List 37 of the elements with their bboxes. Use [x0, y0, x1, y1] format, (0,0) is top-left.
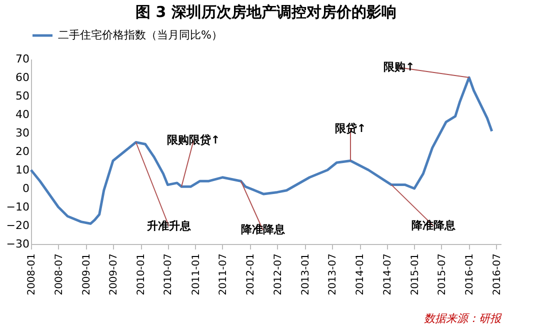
y-tick-label: −30: [6, 238, 30, 250]
y-tick-label: 60: [16, 71, 30, 84]
y-tick-label: 30: [16, 126, 30, 140]
x-tick-label: 2011-07: [218, 254, 229, 296]
x-tick-label: 2011-01: [190, 254, 202, 296]
y-tick-label: 50: [16, 90, 30, 102]
chart-title: 图 3 深圳历次房地产调控对房价的影响: [136, 3, 396, 21]
y-tick-label: 10: [16, 164, 30, 176]
y-tick-label: 0: [22, 182, 30, 195]
annotation: 升准升息: [146, 219, 192, 232]
annotation: 降准降息: [240, 223, 286, 236]
x-tick-label: 2016-07: [492, 254, 503, 296]
y-tick-label: 70: [16, 52, 30, 66]
annotation: 限贷↑: [334, 122, 366, 135]
x-tick-label: 2015-01: [410, 254, 421, 296]
x-tick-label: 2009-01: [81, 254, 92, 296]
y-tick-label: −20: [6, 219, 30, 232]
source-note: 数据来源：研报: [424, 312, 502, 325]
y-tick-label: 40: [16, 108, 30, 121]
y-tick-label: −10: [6, 200, 30, 214]
x-tick-label: 2013-01: [300, 254, 312, 296]
x-tick-label: 2008-07: [54, 254, 65, 296]
x-tick-label: 2013-07: [328, 254, 339, 296]
x-tick-label: 2009-07: [108, 254, 120, 296]
x-tick-label: 2014-07: [382, 254, 394, 296]
x-tick-label: 2015-07: [436, 254, 448, 296]
x-tick-label: 2014-01: [355, 254, 366, 296]
legend-label: 二手住宅价格指数（当月同比%）: [58, 28, 222, 42]
x-tick-label: 2008-01: [26, 254, 38, 296]
y-tick-label: 20: [16, 145, 30, 158]
annotation: 降准降息: [411, 218, 456, 232]
x-tick-label: 2012-07: [272, 254, 284, 296]
annotation: 限购限贷↑: [166, 134, 220, 147]
x-tick-label: 2012-01: [246, 254, 257, 296]
x-tick-label: 2016-01: [464, 254, 476, 296]
x-tick-label: 2010-07: [163, 254, 174, 296]
x-tick-label: 2010-01: [136, 254, 148, 296]
